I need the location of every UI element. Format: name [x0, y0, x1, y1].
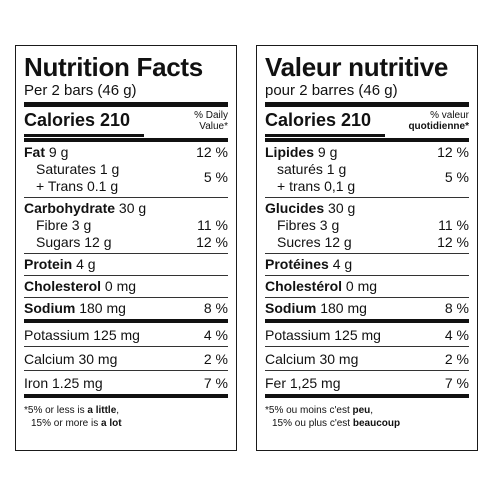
- sodium-row: Sodium 180 mg 8 %: [24, 297, 228, 323]
- iron-label: Fer 1,25 mg: [265, 375, 341, 391]
- iron-dv: 7 %: [444, 375, 469, 391]
- footnote-text: 15% ou plus c'est: [272, 418, 353, 429]
- sugars: Sugars 12 g: [36, 234, 112, 250]
- iron-label: Iron 1.25 mg: [24, 375, 103, 391]
- protein-amount: 4 g: [72, 256, 96, 272]
- protein-amount: 4 g: [328, 256, 353, 272]
- potassium-dv: 4 %: [203, 327, 228, 343]
- serving-size: pour 2 barres (46 g): [265, 82, 398, 99]
- calories-rule: [24, 134, 144, 137]
- serving-size: Per 2 bars (46 g): [24, 82, 137, 99]
- fibre-dv: 11 %: [197, 217, 228, 233]
- carbohydrate-row: Glucides 30 g Fibres 3 g 11 % Sucres 12 …: [265, 197, 469, 253]
- cholesterol-row: Cholesterol 0 mg: [24, 275, 228, 297]
- footnote-text: *5% ou moins c'est: [265, 405, 353, 416]
- calcium-dv: 2 %: [444, 351, 469, 367]
- potassium-row: Potassium 125 mg 4 %: [265, 323, 469, 346]
- calories-label: Calories 210: [24, 110, 131, 130]
- footnote-emph: beaucoup: [352, 418, 401, 429]
- carb-amount: 30 g: [324, 200, 356, 216]
- dv-header-line1: % valeur: [430, 110, 469, 121]
- calories-row: Calories 210 % valeur quotidienne*: [265, 102, 469, 138]
- fat-amount: 9 g: [314, 144, 338, 160]
- trans: + trans 0,1 g: [277, 178, 356, 194]
- cholesterol-row: Cholestérol 0 mg: [265, 275, 469, 297]
- daily-value-header: % Daily Value*: [194, 110, 228, 132]
- sodium-row: Sodium 180 mg 8 %: [265, 297, 469, 323]
- cholesterol-label: Cholesterol: [24, 278, 102, 294]
- fibre: Fibres 3 g: [277, 217, 340, 233]
- carb-label: Carbohydrate: [24, 200, 116, 216]
- dv-header-line2: quotidienne*: [408, 121, 469, 132]
- protein-row: Protein 4 g: [24, 253, 228, 275]
- cholesterol-amount: 0 mg: [101, 278, 137, 294]
- calcium-row: Calcium 30 mg 2 %: [265, 346, 469, 370]
- cholesterol-label: Cholestérol: [265, 278, 343, 294]
- calories-label: Calories 210: [265, 110, 372, 130]
- footnote: *5% ou moins c'est peu, 15% ou plus c'es…: [265, 398, 469, 430]
- footnote-emph: peu: [352, 405, 371, 416]
- iron-row: Fer 1,25 mg 7 %: [265, 370, 469, 398]
- nutrition-facts-panel-fr: Valeur nutritive pour 2 barres (46 g) Ca…: [256, 45, 478, 451]
- sugars-dv: 12 %: [196, 234, 228, 250]
- carb-amount: 30 g: [115, 200, 147, 216]
- sodium-amount: 180 mg: [75, 300, 126, 316]
- calories-rule: [265, 134, 385, 137]
- sugars: Sucres 12 g: [277, 234, 352, 250]
- sodium-label: Sodium: [24, 300, 76, 316]
- sodium-label: Sodium: [265, 300, 317, 316]
- footnote-comma: ,: [370, 405, 374, 416]
- dv-header-line2: Value*: [199, 121, 228, 132]
- footnote-text: *5% or less is: [24, 405, 88, 416]
- potassium-label: Potassium 125 mg: [24, 327, 140, 343]
- sugars-dv: 12 %: [437, 234, 469, 250]
- calories-row: Calories 210 % Daily Value*: [24, 102, 228, 138]
- fat-dv: 12 %: [196, 144, 228, 160]
- sodium-dv: 8 %: [203, 300, 228, 316]
- protein-row: Protéines 4 g: [265, 253, 469, 275]
- protein-label: Protein: [24, 256, 73, 272]
- fibre-dv: 11 %: [438, 217, 469, 233]
- footnote-comma: ,: [116, 405, 120, 416]
- footnote-text: 15% or more is: [31, 418, 102, 429]
- fibre: Fibre 3 g: [36, 217, 92, 233]
- sodium-amount: 180 mg: [316, 300, 367, 316]
- sat-trans-dv: 5 %: [444, 169, 469, 185]
- footnote-emph: a lot: [101, 418, 122, 429]
- carbohydrate-row: Carbohydrate 30 g Fibre 3 g 11 % Sugars …: [24, 197, 228, 253]
- iron-dv: 7 %: [203, 375, 228, 391]
- iron-row: Iron 1.25 mg 7 %: [24, 370, 228, 398]
- nutrition-facts-panel-en: Nutrition Facts Per 2 bars (46 g) Calori…: [15, 45, 237, 451]
- saturates: Saturates 1 g: [36, 161, 120, 177]
- fat-label: Fat: [24, 144, 45, 160]
- potassium-label: Potassium 125 mg: [265, 327, 381, 343]
- potassium-row: Potassium 125 mg 4 %: [24, 323, 228, 346]
- saturates: saturés 1 g: [277, 161, 347, 177]
- protein-label: Protéines: [265, 256, 329, 272]
- panel-title: Valeur nutritive: [265, 52, 449, 82]
- panel-title: Nutrition Facts: [24, 52, 203, 82]
- calcium-label: Calcium 30 mg: [265, 351, 359, 367]
- footnote-emph: a little: [87, 405, 117, 416]
- daily-value-header: % valeur quotidienne*: [408, 110, 469, 132]
- fat-row: Fat 9 g 12 % Saturates 1 g + Trans 0.1 g…: [24, 138, 228, 197]
- fat-label: Lipides: [265, 144, 315, 160]
- carb-label: Glucides: [265, 200, 325, 216]
- fat-row: Lipides 9 g 12 % saturés 1 g + trans 0,1…: [265, 138, 469, 197]
- sodium-dv: 8 %: [444, 300, 469, 316]
- fat-dv: 12 %: [437, 144, 469, 160]
- cholesterol-amount: 0 mg: [342, 278, 378, 294]
- fat-amount: 9 g: [45, 144, 69, 160]
- trans: + Trans 0.1 g: [36, 178, 119, 194]
- calcium-label: Calcium 30 mg: [24, 351, 118, 367]
- dv-header-line1: % Daily: [194, 110, 228, 121]
- calcium-row: Calcium 30 mg 2 %: [24, 346, 228, 370]
- sat-trans-dv: 5 %: [203, 169, 228, 185]
- potassium-dv: 4 %: [444, 327, 469, 343]
- footnote: *5% or less is a little, 15% or more is …: [24, 398, 228, 430]
- calcium-dv: 2 %: [203, 351, 228, 367]
